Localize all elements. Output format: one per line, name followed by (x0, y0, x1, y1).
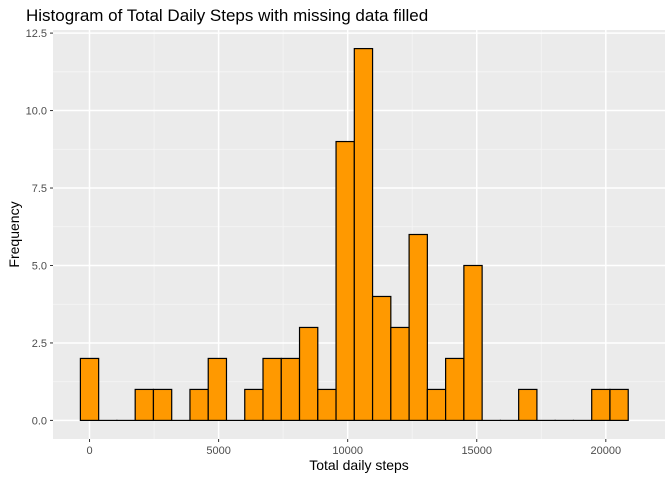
histogram-bar (518, 388, 538, 422)
x-tick-label: 5000 (206, 445, 230, 457)
histogram-bar (152, 388, 173, 422)
histogram-bar (280, 357, 301, 422)
histogram-bar (463, 264, 483, 422)
x-tick-label: 0 (86, 445, 92, 457)
histogram-bar (79, 357, 100, 422)
y-tick-label: 10.0 (26, 106, 47, 118)
histogram-bar (298, 326, 319, 422)
x-axis-title: Total daily steps (309, 457, 409, 473)
y-tick-label: 2.5 (32, 338, 47, 350)
y-tick-label: 0.0 (32, 415, 47, 427)
histogram-bar (335, 140, 355, 422)
histogram-bar (262, 357, 282, 422)
histogram-bar (426, 388, 447, 422)
histogram-bar (353, 47, 374, 422)
x-tick-label: 10000 (332, 445, 363, 457)
histogram-bar (134, 388, 155, 422)
y-tick-label: 12.5 (26, 28, 47, 40)
histogram-bars (79, 47, 629, 422)
x-tick-label: 20000 (591, 445, 622, 457)
histogram-bar (371, 295, 392, 422)
y-tick-label: 5.0 (32, 260, 47, 272)
histogram-bar (317, 388, 337, 422)
y-tick-label: 7.5 (32, 183, 47, 195)
x-tick-label: 15000 (461, 445, 492, 457)
histogram-bar (207, 357, 228, 422)
y-axis-title: Frequency (6, 201, 22, 267)
histogram-bar (609, 388, 629, 422)
histogram-bar (408, 233, 428, 422)
histogram-bar (591, 388, 611, 422)
x-axis: 0 5000 10000 15000 20000 (86, 439, 621, 457)
chart-title: Histogram of Total Daily Steps with miss… (26, 6, 428, 25)
histogram-bar (390, 326, 410, 422)
histogram-bar (445, 357, 465, 422)
y-axis: 0.0 2.5 5.0 7.5 10.0 12.5 (26, 28, 53, 427)
histogram-bar (244, 388, 264, 422)
histogram-bar (189, 388, 209, 422)
